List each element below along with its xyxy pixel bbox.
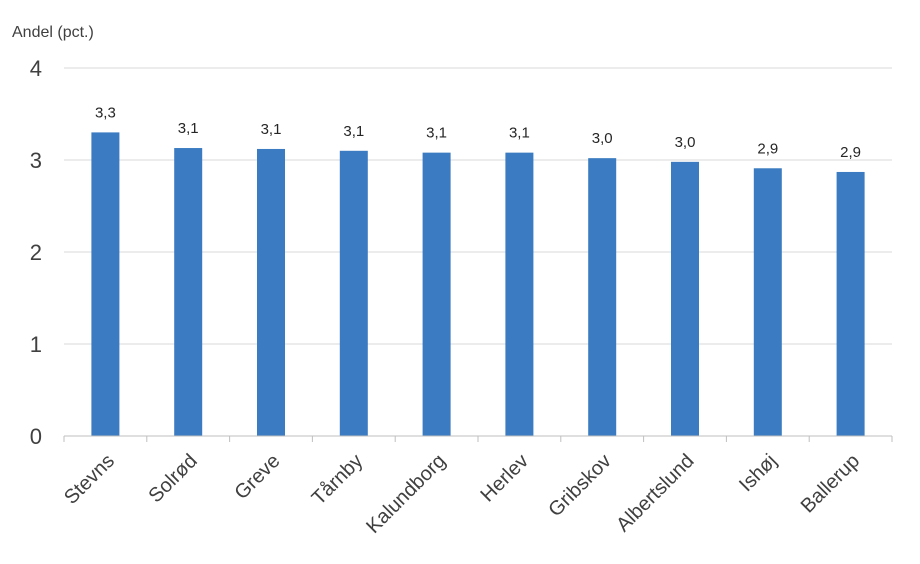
data-label: 3,1 (509, 125, 530, 142)
data-label: 3,1 (426, 125, 447, 142)
y-tick-label: 4 (30, 56, 42, 81)
y-axis-unit-label: Andel (pct.) (12, 24, 94, 41)
y-tick-label: 0 (30, 424, 42, 449)
bar (505, 152, 534, 436)
bar (588, 158, 617, 436)
bars (91, 132, 865, 437)
x-category-label: Kalundborg (362, 450, 450, 538)
y-tick-label: 3 (30, 148, 42, 173)
data-label: 3,0 (592, 130, 613, 147)
data-label: 3,0 (675, 134, 696, 151)
bar (671, 161, 699, 436)
data-label: 3,3 (95, 104, 116, 121)
y-axis-ticks: 0 1 2 3 4 (30, 56, 42, 449)
x-category-label: Tårnby (308, 450, 368, 510)
x-category-label: Ballerup (797, 450, 864, 517)
x-category-label: Albertslund (612, 450, 698, 536)
bar (422, 152, 451, 436)
bar (257, 148, 285, 436)
data-label: 3,1 (343, 123, 364, 140)
data-label: 2,9 (840, 144, 861, 161)
bar (91, 132, 120, 436)
data-labels: 3,3 3,1 3,1 3,1 3,1 3,1 3,0 3,0 2,9 2,9 (95, 104, 861, 161)
x-category-label: Gribskov (544, 450, 615, 521)
x-category-label: Herlev (477, 450, 533, 506)
y-tick-label: 2 (30, 240, 42, 265)
bar (753, 168, 782, 436)
bar (174, 148, 203, 437)
bar (339, 150, 368, 437)
data-label: 2,9 (757, 140, 778, 157)
y-tick-label: 1 (30, 332, 42, 357)
x-category-label: Solrød (145, 450, 202, 507)
x-category-label: Stevns (60, 450, 119, 509)
data-label: 3,1 (178, 120, 199, 137)
data-label: 3,1 (261, 121, 282, 138)
x-category-label: Ishøj (735, 450, 781, 496)
x-category-label: Greve (230, 450, 284, 504)
bar (836, 171, 865, 436)
